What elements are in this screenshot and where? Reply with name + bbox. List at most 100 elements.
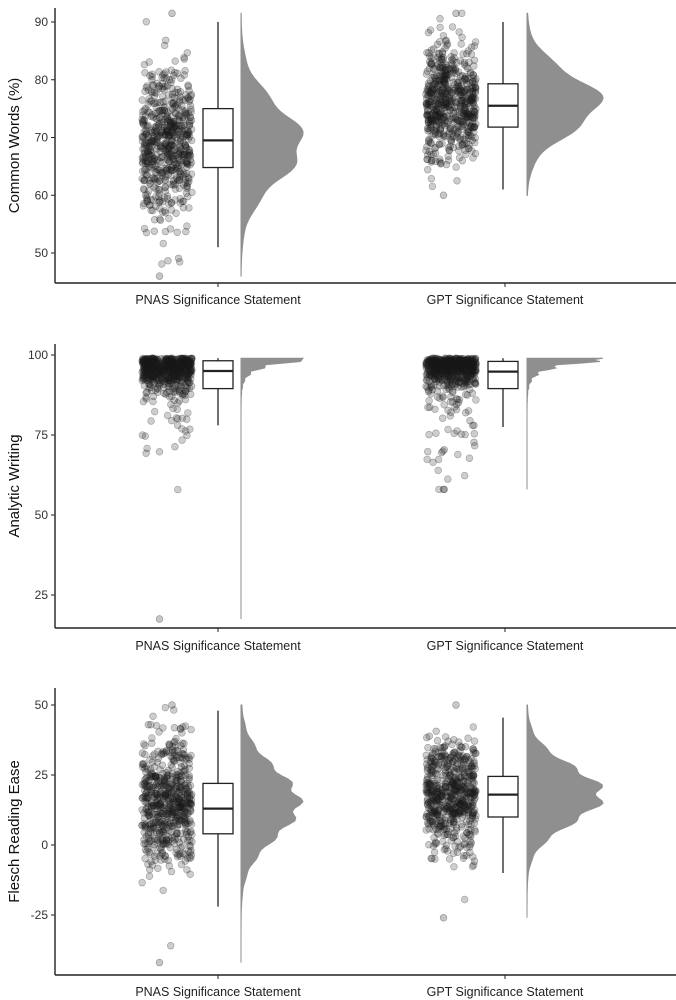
data-point bbox=[185, 97, 194, 106]
data-point bbox=[178, 106, 186, 114]
data-point bbox=[471, 827, 479, 836]
data-point bbox=[185, 148, 194, 157]
data-point bbox=[150, 138, 159, 146]
data-point bbox=[161, 97, 170, 105]
data-point bbox=[138, 119, 147, 127]
data-point bbox=[138, 137, 147, 146]
data-point bbox=[173, 163, 181, 171]
data-point bbox=[151, 368, 160, 376]
data-point bbox=[470, 806, 479, 814]
data-point bbox=[158, 106, 167, 115]
data-point bbox=[427, 89, 435, 98]
data-point bbox=[151, 773, 160, 781]
x-category-label: GPT Significance Statement bbox=[427, 293, 584, 307]
density-gpt-significance-statement bbox=[526, 12, 604, 196]
data-point bbox=[149, 206, 157, 215]
data-point bbox=[150, 155, 159, 163]
data-point bbox=[174, 399, 182, 407]
data-point bbox=[162, 131, 170, 139]
data-point bbox=[181, 66, 189, 75]
data-point bbox=[169, 123, 177, 132]
data-point bbox=[178, 197, 187, 206]
data-point bbox=[148, 72, 156, 81]
data-point bbox=[428, 386, 437, 394]
data-point bbox=[144, 147, 152, 155]
data-point bbox=[181, 107, 190, 115]
data-point bbox=[423, 800, 432, 808]
data-point bbox=[168, 166, 176, 175]
data-point bbox=[175, 168, 183, 176]
data-point bbox=[435, 118, 444, 127]
data-point bbox=[170, 146, 179, 154]
data-point bbox=[187, 751, 195, 760]
data-point bbox=[163, 125, 172, 134]
data-point bbox=[171, 88, 180, 97]
data-point bbox=[153, 145, 161, 153]
data-point bbox=[163, 146, 171, 154]
data-point bbox=[166, 119, 175, 127]
data-point bbox=[161, 749, 169, 757]
data-point bbox=[149, 128, 157, 136]
data-point bbox=[151, 99, 160, 107]
data-point bbox=[163, 82, 172, 90]
data-point bbox=[154, 185, 163, 194]
data-point bbox=[145, 58, 153, 66]
data-point bbox=[155, 82, 163, 91]
data-point bbox=[187, 105, 195, 113]
data-point bbox=[166, 122, 174, 131]
data-point bbox=[186, 119, 194, 128]
data-point bbox=[167, 150, 175, 158]
data-point bbox=[431, 77, 439, 86]
data-point bbox=[162, 74, 170, 83]
data-point bbox=[160, 106, 169, 115]
data-point bbox=[149, 397, 157, 406]
data-point bbox=[170, 388, 178, 396]
data-point bbox=[185, 129, 193, 138]
data-point bbox=[470, 438, 478, 446]
data-point bbox=[149, 196, 157, 204]
data-point bbox=[185, 148, 193, 157]
data-point bbox=[141, 87, 149, 96]
data-point bbox=[182, 91, 190, 99]
box-iqr bbox=[202, 360, 234, 390]
data-point bbox=[146, 155, 155, 163]
data-point bbox=[428, 793, 436, 801]
data-point bbox=[161, 176, 169, 184]
y-tick-label: 25 bbox=[35, 588, 49, 602]
data-point bbox=[162, 124, 171, 132]
data-point bbox=[154, 166, 163, 174]
data-point bbox=[141, 148, 149, 156]
panel-flesch-reading-ease: -25 0 25 50 Flesch Reading Ease PNAS Signific… bbox=[6, 688, 676, 999]
data-point bbox=[155, 186, 164, 194]
data-point bbox=[165, 144, 173, 152]
data-point bbox=[166, 166, 174, 174]
data-point bbox=[165, 740, 174, 749]
data-point bbox=[142, 165, 150, 173]
data-point bbox=[138, 117, 147, 125]
data-point bbox=[142, 140, 151, 148]
data-point bbox=[138, 132, 147, 141]
data-point bbox=[164, 145, 173, 153]
data-point bbox=[158, 761, 167, 769]
data-point bbox=[163, 150, 172, 159]
data-point bbox=[145, 176, 154, 185]
data-point bbox=[175, 113, 184, 121]
data-point bbox=[180, 55, 189, 63]
data-point bbox=[171, 57, 179, 65]
data-point bbox=[158, 169, 166, 178]
data-point bbox=[429, 786, 437, 795]
data-point bbox=[148, 70, 156, 78]
data-point bbox=[465, 454, 474, 462]
data-point bbox=[437, 55, 446, 64]
data-point bbox=[470, 62, 478, 70]
data-point bbox=[168, 105, 177, 113]
data-point bbox=[447, 792, 455, 801]
data-point bbox=[431, 405, 439, 413]
data-point bbox=[163, 773, 171, 781]
data-point bbox=[165, 157, 174, 166]
data-point bbox=[138, 878, 146, 887]
panel-common-words: 50 60 70 80 90 Common Words (%) PNAS Significa… bbox=[6, 8, 676, 307]
data-point bbox=[165, 131, 174, 140]
data-point bbox=[187, 170, 196, 178]
data-point bbox=[183, 791, 192, 800]
